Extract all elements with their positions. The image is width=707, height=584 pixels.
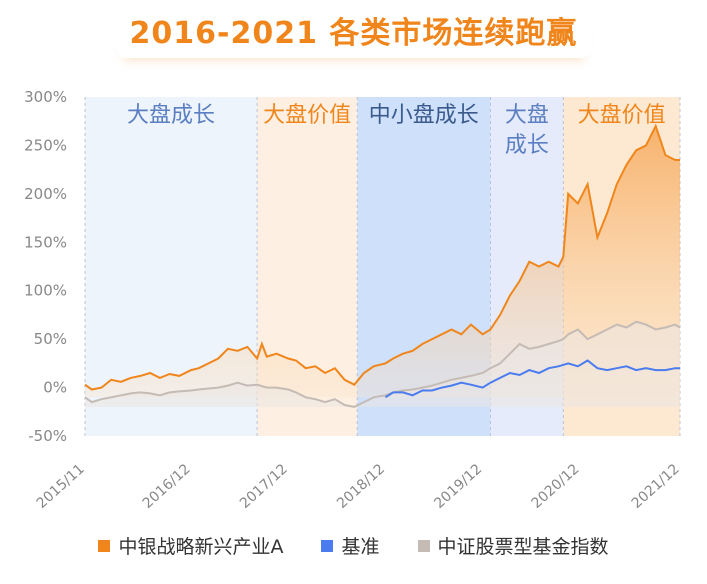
regime-label: 成长 <box>505 133 549 158</box>
legend-item: 基准 <box>321 532 380 559</box>
y-tick-label: -50% <box>28 427 67 445</box>
legend-item: 中银战略新兴产业A <box>98 532 283 559</box>
legend-swatch <box>417 539 430 552</box>
chart-title: 2016-2021 各类市场连续跑赢 <box>116 6 592 58</box>
y-tick-label: 300% <box>24 88 67 106</box>
y-tick-label: 50% <box>34 330 67 348</box>
y-tick-label: 250% <box>24 136 67 154</box>
regime-label: 大盘价值 <box>578 103 666 128</box>
index-area <box>85 321 680 407</box>
legend-swatch <box>321 539 334 552</box>
benchmark-line <box>384 359 680 399</box>
x-tick-label: 2015/11 <box>34 461 88 512</box>
regime-label: 大盘成长 <box>127 103 215 128</box>
fund-area <box>85 126 680 398</box>
y-tick-label: 150% <box>24 233 67 251</box>
x-tick-label: 2016/12 <box>140 461 194 512</box>
chart-area: 300%250%200%150%100%50%0%-50%大盘成长 大盘价值 中小盘… <box>24 88 683 512</box>
legend-label: 基准 <box>341 536 380 558</box>
x-tick-label: 2019/12 <box>431 461 485 512</box>
y-tick-label: 0% <box>43 379 67 397</box>
regime-label: 大盘 <box>505 103 549 128</box>
y-tick-label: 200% <box>24 185 67 203</box>
legend-swatch <box>98 539 111 552</box>
x-tick-label: 2020/12 <box>529 461 583 512</box>
x-tick-label: 2017/12 <box>237 461 291 512</box>
regime-label: 中小盘成长 <box>369 103 479 128</box>
fund-line <box>84 123 680 391</box>
legend-label: 中银战略新兴产业A <box>118 536 284 558</box>
x-tick-label: 2018/12 <box>334 461 388 512</box>
y-tick-label: 100% <box>24 282 67 300</box>
title-container: 2016-2021 各类市场连续跑赢 <box>0 6 707 58</box>
legend-item: 中证股票型基金指数 <box>417 532 609 559</box>
regime-label: 大盘价值 <box>263 103 351 128</box>
legend-label: 中证股票型基金指数 <box>437 536 609 558</box>
legend: 中银战略新兴产业A 基准 中证股票型基金指数 <box>0 532 707 559</box>
x-tick-label: 2021/12 <box>629 461 683 512</box>
